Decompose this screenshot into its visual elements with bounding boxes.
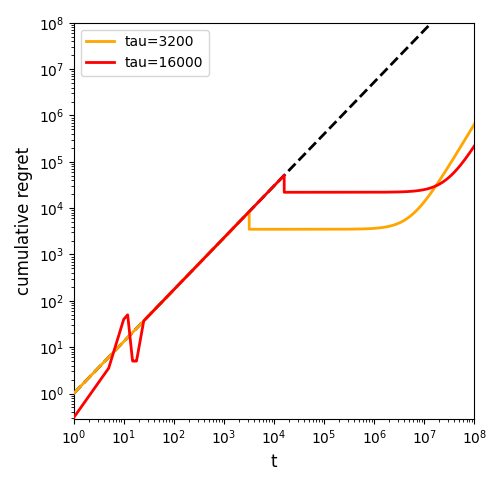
tau=3200 (470, 121, 476, 127)
tau=3200 (388, 223, 394, 228)
tau=3200 (71, 391, 77, 397)
Line: tau=3200: tau=3200 (74, 124, 473, 394)
Legend: tau=3200, tau=16000: tau=3200, tau=16000 (81, 30, 208, 76)
tau=16000 (197, 259, 203, 265)
tau=16000 (464, 153, 470, 158)
X-axis label: t: t (270, 453, 277, 471)
tau=16000 (387, 189, 393, 195)
tau=3200 (247, 226, 253, 232)
Y-axis label: cumulative regret: cumulative regret (15, 147, 33, 295)
tau=3200 (353, 226, 359, 232)
tau=16000 (470, 143, 476, 149)
Line: tau=16000: tau=16000 (74, 146, 473, 418)
tau=16000 (71, 415, 77, 421)
tau=3200 (395, 221, 401, 226)
tau=3200 (115, 344, 121, 350)
tau=3200 (261, 226, 267, 232)
tau=16000 (240, 214, 246, 220)
tau=16000 (264, 190, 270, 196)
tau=16000 (160, 298, 166, 304)
